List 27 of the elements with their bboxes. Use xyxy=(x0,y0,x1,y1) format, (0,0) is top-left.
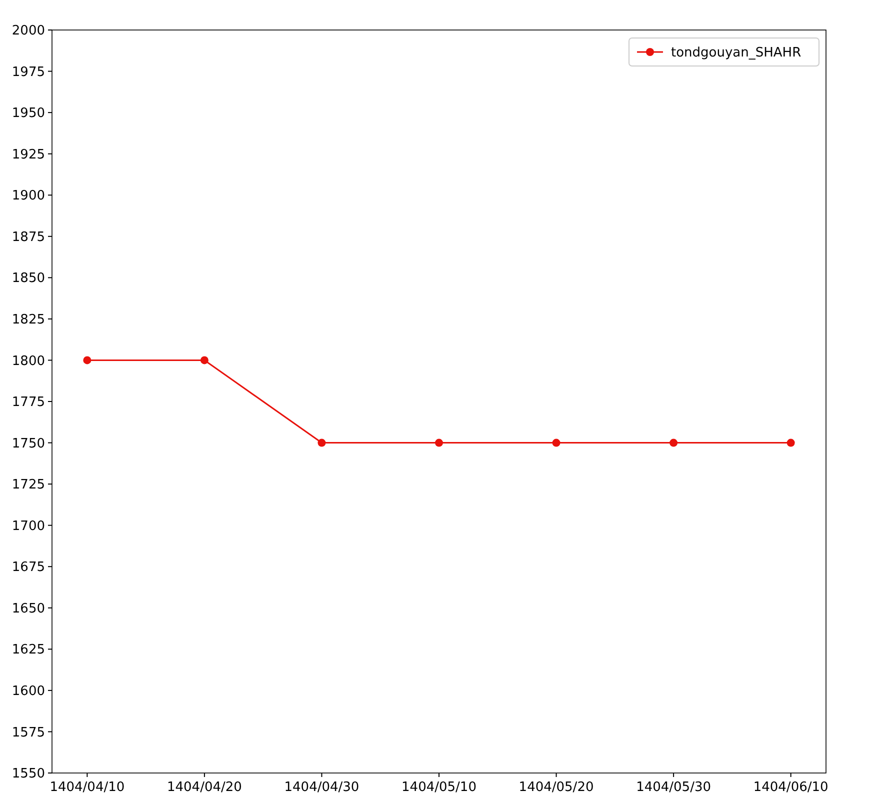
x-tick-label: 1404/06/10 xyxy=(753,780,828,795)
x-tick-label: 1404/04/30 xyxy=(284,780,360,795)
x-tick-label: 1404/04/10 xyxy=(50,780,125,795)
legend-label: tondgouyan_SHAHR xyxy=(671,46,802,61)
x-tick-label: 1404/04/20 xyxy=(166,780,242,795)
y-tick-label: 1600 xyxy=(12,684,45,699)
x-tick-label: 1404/05/20 xyxy=(518,780,594,795)
y-tick-label: 2000 xyxy=(12,24,45,39)
y-tick-label: 1950 xyxy=(12,106,45,122)
y-tick-label: 1800 xyxy=(12,354,45,369)
y-tick-label: 1775 xyxy=(12,395,45,410)
y-tick-label: 1850 xyxy=(12,271,45,286)
x-tick-label: 1404/05/30 xyxy=(636,780,712,795)
y-tick-label: 1550 xyxy=(12,766,45,782)
y-tick-label: 1650 xyxy=(12,601,45,616)
y-tick-label: 1925 xyxy=(12,147,45,162)
y-tick-label: 1700 xyxy=(12,518,45,534)
y-tick-label: 1750 xyxy=(12,436,45,452)
y-tick-label: 1975 xyxy=(12,64,45,80)
x-tick-label: 1404/05/10 xyxy=(402,780,476,795)
y-tick-label: 1875 xyxy=(12,230,45,245)
y-tick-label: 1675 xyxy=(12,560,45,576)
y-tick-label: 1725 xyxy=(12,478,45,493)
y-tick-label: 1575 xyxy=(12,725,45,740)
y-tick-label: 1900 xyxy=(12,188,45,204)
y-tick-label: 1825 xyxy=(12,312,45,328)
y-tick-label: 1625 xyxy=(12,642,45,658)
